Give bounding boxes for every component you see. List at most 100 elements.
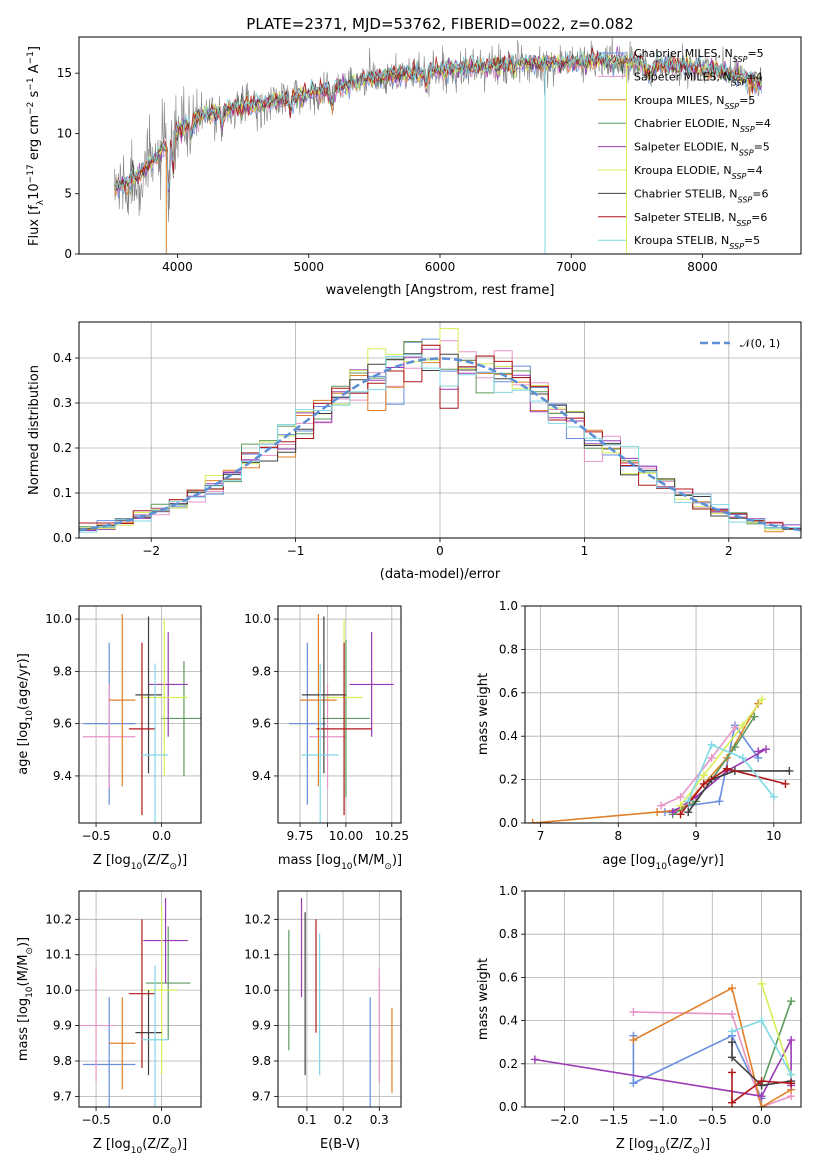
residuals-ytick-label: 0.4 — [53, 351, 72, 365]
normal-distribution-curve — [79, 357, 801, 532]
weight-z-xlabel-part: Z [log — [616, 1137, 654, 1152]
residuals-plot-area — [79, 328, 801, 533]
residual-ylabel: Normed distribution — [27, 365, 42, 495]
mass_vs_ebv-ytick-label: 10.2 — [244, 912, 271, 926]
weight-marker-8 — [769, 792, 778, 801]
age_vs_z-ytick-label: 9.6 — [53, 717, 72, 731]
legend-entry-sub: SSP — [732, 78, 747, 87]
weight-line-0 — [632, 1034, 763, 1099]
residuals-ytick-label: 0.1 — [53, 486, 72, 500]
weight_vs_age-xtick-label: 8 — [614, 829, 622, 843]
weight-marker-8 — [707, 740, 716, 749]
weight-age-ylabel: mass weight — [476, 673, 491, 755]
normal-legend-label: 𝒩(0, 1) — [740, 337, 780, 350]
weight-marker-4 — [757, 1092, 766, 1101]
legend-entry-suffix: =4 — [746, 70, 762, 83]
weight-z-xlabel-part: )] — [700, 1137, 710, 1152]
weight-line-6 — [687, 770, 790, 813]
weight-marker-2 — [757, 1103, 766, 1107]
mass-z-ylabel-part: )] — [16, 937, 31, 947]
weight_vs_age-ytick-label: 0.0 — [499, 816, 518, 830]
spectrum-ylabel-part: −17 — [26, 164, 36, 183]
residuals-xtick-label: −1 — [287, 544, 305, 558]
weight-line-3 — [760, 1000, 792, 1086]
mass_vs_ebv-ytick-label: 10.1 — [244, 948, 271, 962]
spectrum-xtick-label: 6000 — [425, 260, 456, 274]
legend-entry-name: Kroupa STELIB, N — [634, 234, 729, 247]
legend-entry-5: Kroupa ELODIE, NSSP=4 — [634, 164, 763, 181]
weight-line-0 — [664, 723, 759, 813]
age-z-xlabel-part: ⊙ — [169, 862, 177, 872]
mass-z-ylabel-part: ⊙ — [25, 947, 35, 955]
legend-entry-suffix: =4 — [746, 164, 762, 177]
mass_vs_z-ytick-label: 10.0 — [45, 983, 72, 997]
spectrum-xtick-label: 4000 — [162, 260, 193, 274]
model-spectrum-line-8 — [114, 50, 762, 190]
mass-ebv-xlabel: E(B-V) — [320, 1137, 360, 1152]
weight-marker-7 — [781, 779, 790, 788]
weight_vs_z-ytick-label: 0.6 — [499, 970, 518, 984]
weight-line-3 — [672, 716, 756, 815]
residuals-xtick-label: −2 — [142, 544, 160, 558]
weight_vs_age-frame — [524, 605, 802, 824]
residual-histogram-8 — [79, 354, 801, 533]
mass-z-xlabel-part: ⊙ — [169, 1146, 177, 1156]
age_vs_z-ytick-label: 10.0 — [45, 612, 72, 626]
mass_vs_z-ytick-label: 9.7 — [53, 1089, 72, 1103]
legend-entry-4: Salpeter ELODIE, NSSP=5 — [634, 141, 770, 158]
weight_vs_z-ytick-label: 1.0 — [499, 884, 518, 898]
mass_vs_ebv-ytick-label: 9.8 — [252, 1054, 271, 1068]
weight-marker-7 — [699, 779, 708, 788]
spectrum-xlabel-part: wavelength [Angstrom, rest frame] — [326, 283, 555, 298]
weight-line-8 — [687, 743, 775, 802]
legend-entry-sub: SSP — [729, 242, 744, 251]
mass_vs_z-plot-area — [79, 898, 191, 1107]
age-mass-xlabel-part: 10 — [341, 862, 353, 872]
weight-line-1 — [633, 1011, 792, 1107]
weight-marker-2 — [528, 819, 537, 823]
legend-entry-sub: SSP — [740, 125, 755, 134]
weight_vs_z-panel: −2.0 −1.5 −1.0 −0.5 0.0 0.0 0.2 0.4 0.6 0.8 1.0 Z [… — [476, 884, 802, 1156]
weight-marker-0 — [715, 797, 724, 806]
weight-marker-1 — [707, 753, 716, 762]
weight_vs_z-xtick-label: −2.0 — [550, 1113, 579, 1127]
age-z-xlabel: Z [log10(Z/Z⊙)] — [93, 853, 187, 872]
mass_vs_ebv-ytick-label: 9.7 — [252, 1089, 271, 1103]
residual-xlabel: (data-model)/error — [380, 567, 501, 582]
weight-z-ylabel-part: mass weight — [476, 958, 491, 1040]
weight-marker-5 — [738, 721, 747, 730]
weight-z-xlabel-part: 10 — [654, 1146, 666, 1156]
legend-entry-sub: SSP — [738, 195, 753, 204]
age_vs_z-plot-area — [82, 613, 201, 823]
weight-age-xlabel-part: age [log — [602, 853, 655, 868]
mass_vs_ebv-xtick-label: 0.1 — [297, 1113, 316, 1127]
weight-marker-4 — [530, 1055, 539, 1064]
mass-z-ylabel-part: (M/M — [16, 955, 31, 987]
weight-line-6 — [731, 1042, 792, 1087]
age_vs_z-xtick-label: 0.0 — [152, 829, 171, 843]
mass_vs_ebv-grid — [278, 891, 401, 1107]
age-mass-xlabel-part: ⊙ — [384, 862, 392, 872]
weight-marker-7 — [787, 1079, 796, 1088]
legend-entry-suffix: =5 — [744, 234, 760, 247]
age-z-xlabel-part: (Z/Z — [142, 853, 169, 868]
weight_vs_age-plot-area — [528, 695, 794, 823]
mass_vs_ebv-panel: 0.1 0.2 0.3 9.7 9.8 9.9 10.0 10.1 10.2 E(B-V) — [244, 890, 402, 1152]
legend-entry-3: Chabrier ELODIE, NSSP=4 — [634, 117, 771, 134]
legend-entry-6: Chabrier STELIB, NSSP=6 — [634, 187, 768, 204]
age_vs_mass-ytick-label: 9.4 — [252, 769, 271, 783]
weight-age-ylabel-part: mass weight — [476, 673, 491, 755]
weight-marker-7 — [728, 1098, 736, 1107]
age-mass-xlabel-part: mass [log — [278, 853, 341, 868]
mass-z-xlabel: Z [log10(Z/Z⊙)] — [93, 1137, 187, 1156]
spectrum-ytick-label: 5 — [64, 187, 72, 201]
weight-marker-4 — [754, 747, 763, 756]
weight-marker-8 — [757, 1016, 766, 1025]
weight-z-xlabel: Z [log10(Z/Z⊙)] — [616, 1137, 710, 1156]
model-spectrum-line-4 — [114, 46, 762, 192]
legend-entry-suffix: =4 — [755, 117, 771, 130]
weight_vs_z-plot-area — [530, 979, 796, 1107]
legend-entry-name: Salpeter MILES, N — [634, 70, 732, 83]
weight-marker-7 — [728, 1068, 736, 1077]
